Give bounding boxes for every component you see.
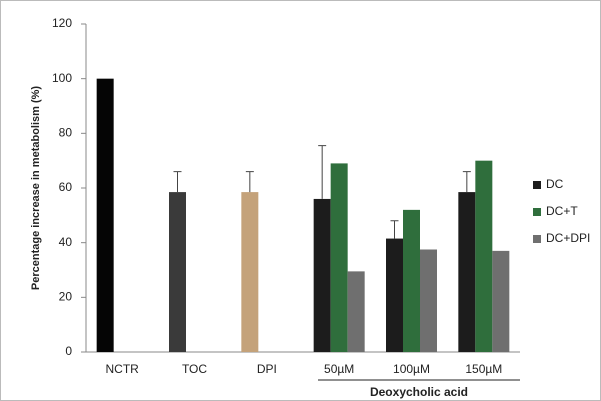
y-axis-label: Percentage increase in metabolism (%): [30, 86, 42, 291]
bar: [403, 209, 420, 352]
legend-swatch: [533, 235, 541, 243]
group-label: Deoxycholic acid: [370, 385, 468, 399]
error-bar: [318, 145, 327, 199]
bar: [169, 192, 186, 352]
y-tick-label: 100: [52, 71, 72, 85]
legend-label: DC+DPI: [546, 231, 590, 245]
bar: [241, 192, 259, 352]
y-tick-label: 60: [59, 180, 73, 194]
x-tick-label: 50µM: [324, 362, 354, 376]
error-bar: [173, 171, 182, 193]
x-tick-label: DPI: [257, 362, 277, 376]
y-tick-label: 80: [59, 126, 73, 140]
legend-swatch: [533, 181, 541, 189]
bar: [458, 192, 476, 352]
y-tick-label: 0: [65, 344, 72, 358]
y-tick-label: 20: [59, 290, 73, 304]
error-bar: [245, 171, 254, 193]
error-bar: [462, 171, 471, 193]
legend-swatch: [533, 208, 541, 216]
y-tick-label: 40: [59, 235, 73, 249]
error-bar: [390, 220, 399, 239]
x-tick-label: 100µM: [393, 362, 430, 376]
bar: [330, 163, 348, 352]
legend-label: DC: [546, 177, 564, 191]
bar: [420, 249, 437, 352]
bar: [313, 198, 331, 352]
bar: [492, 250, 510, 352]
y-tick-label: 120: [52, 16, 72, 30]
x-tick-label: NCTR: [106, 362, 140, 376]
x-tick-label: TOC: [182, 362, 207, 376]
bar: [386, 238, 403, 352]
bar: [96, 78, 114, 353]
legend-label: DC+T: [546, 204, 578, 218]
bar: [475, 160, 493, 352]
x-tick-label: 150µM: [465, 362, 502, 376]
bar: [347, 271, 365, 352]
